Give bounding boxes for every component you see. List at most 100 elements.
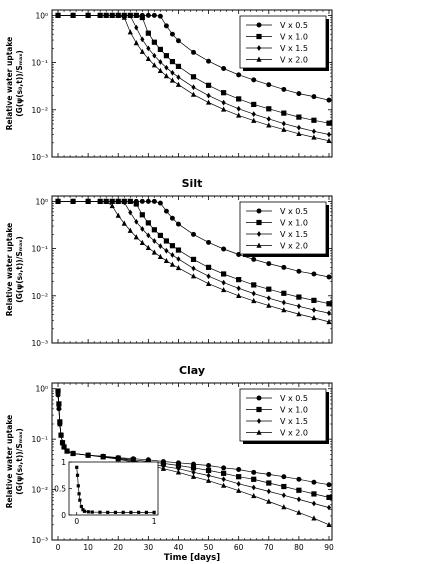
data-point xyxy=(311,117,317,123)
data-point xyxy=(145,244,151,250)
inset-frame xyxy=(68,461,159,516)
y-axis-label: Relative water uptake xyxy=(5,223,14,316)
axes-frame xyxy=(51,195,333,344)
panel-title: Clay xyxy=(179,364,205,377)
data-point xyxy=(311,134,317,140)
data-point xyxy=(190,465,197,471)
data-point xyxy=(151,249,157,255)
data-point xyxy=(157,46,163,53)
data-point xyxy=(175,264,182,271)
y-tick-label: 10⁻² xyxy=(31,486,48,495)
data-point xyxy=(116,198,121,205)
data-point xyxy=(70,12,76,18)
y-tick-label: 10⁻³ xyxy=(31,536,48,545)
data-point xyxy=(206,273,211,280)
data-point xyxy=(311,271,317,277)
inset-point xyxy=(113,510,118,514)
data-point xyxy=(139,212,145,218)
data-point xyxy=(236,480,241,487)
data-point xyxy=(175,462,182,469)
legend-marker xyxy=(256,22,262,28)
data-point xyxy=(169,243,176,249)
data-point xyxy=(176,74,181,81)
data-point xyxy=(55,390,61,396)
data-point xyxy=(190,273,197,279)
data-point xyxy=(134,24,139,31)
legend-label: V x 2.0 xyxy=(280,56,308,65)
data-point xyxy=(266,116,271,122)
data-point xyxy=(296,509,302,515)
x-tick-label: 20 xyxy=(113,543,123,552)
inset-point xyxy=(77,492,81,496)
data-point xyxy=(70,450,76,456)
data-point xyxy=(266,261,272,267)
y-axis-label-units: (G(ψ(s₀,t))/Sₘₐₓ) xyxy=(15,236,24,303)
data-point xyxy=(251,117,257,123)
data-point xyxy=(296,130,302,137)
data-point xyxy=(158,59,163,65)
data-point xyxy=(311,479,317,485)
data-point xyxy=(139,48,145,54)
data-point xyxy=(205,82,212,88)
data-point xyxy=(157,200,163,206)
inset-x-tick-label: 0 xyxy=(74,517,79,526)
x-tick-label: 70 xyxy=(264,543,274,552)
data-point xyxy=(236,277,242,283)
legend-label: V x 1.0 xyxy=(280,406,308,415)
data-point xyxy=(100,454,106,460)
data-point xyxy=(266,295,271,302)
data-point xyxy=(206,239,212,245)
data-point xyxy=(251,111,256,117)
data-point xyxy=(151,39,157,45)
y-tick-label: 10⁰ xyxy=(35,197,48,206)
data-point xyxy=(326,494,332,500)
data-point xyxy=(236,105,241,112)
data-point xyxy=(296,303,301,310)
data-point xyxy=(56,404,62,410)
data-point xyxy=(251,282,257,288)
data-point xyxy=(170,69,175,76)
data-point xyxy=(175,63,182,70)
data-point xyxy=(326,504,332,511)
y-tick-label: 10⁻² xyxy=(31,106,48,115)
data-point xyxy=(175,38,181,44)
data-point xyxy=(115,12,121,18)
data-point xyxy=(311,515,317,521)
data-point xyxy=(127,29,133,35)
inset-point xyxy=(121,510,125,514)
y-tick-label: 10⁻¹ xyxy=(31,435,48,444)
data-point xyxy=(191,84,196,91)
y-tick-label: 10⁻¹ xyxy=(31,59,48,68)
legend-label: V x 2.0 xyxy=(280,429,308,438)
data-point xyxy=(266,471,272,477)
data-point xyxy=(206,463,212,468)
data-point xyxy=(266,82,272,88)
legend-label: V x 1.5 xyxy=(280,44,308,53)
inset-point xyxy=(82,509,87,513)
inset-point xyxy=(152,510,156,514)
data-point xyxy=(103,198,109,204)
data-point xyxy=(281,290,287,296)
legend-marker xyxy=(256,231,262,237)
data-point xyxy=(205,477,212,483)
data-point xyxy=(236,285,241,292)
legend-marker xyxy=(256,406,262,413)
data-point xyxy=(146,45,151,52)
data-point xyxy=(175,81,182,87)
data-point xyxy=(139,239,145,245)
inset-y-tick-label: 0 xyxy=(61,511,66,520)
data-point xyxy=(164,64,169,71)
panel-top: 10⁻³ 10⁻² 10⁻¹ 10⁰ Relative water uptake (G(ψ… xyxy=(5,9,333,162)
x-tick-label: 30 xyxy=(144,543,154,552)
data-point xyxy=(191,49,196,55)
y-axis-label-units: (G(ψ(s₀,t))/Sₘₐₓ) xyxy=(15,50,24,117)
data-point xyxy=(103,12,109,18)
data-point xyxy=(296,496,301,503)
data-point xyxy=(221,470,227,476)
data-point xyxy=(175,221,181,227)
data-point xyxy=(133,40,139,46)
data-point xyxy=(311,500,317,507)
x-tick-label: 50 xyxy=(204,543,214,552)
x-tick-label: 80 xyxy=(294,543,304,552)
